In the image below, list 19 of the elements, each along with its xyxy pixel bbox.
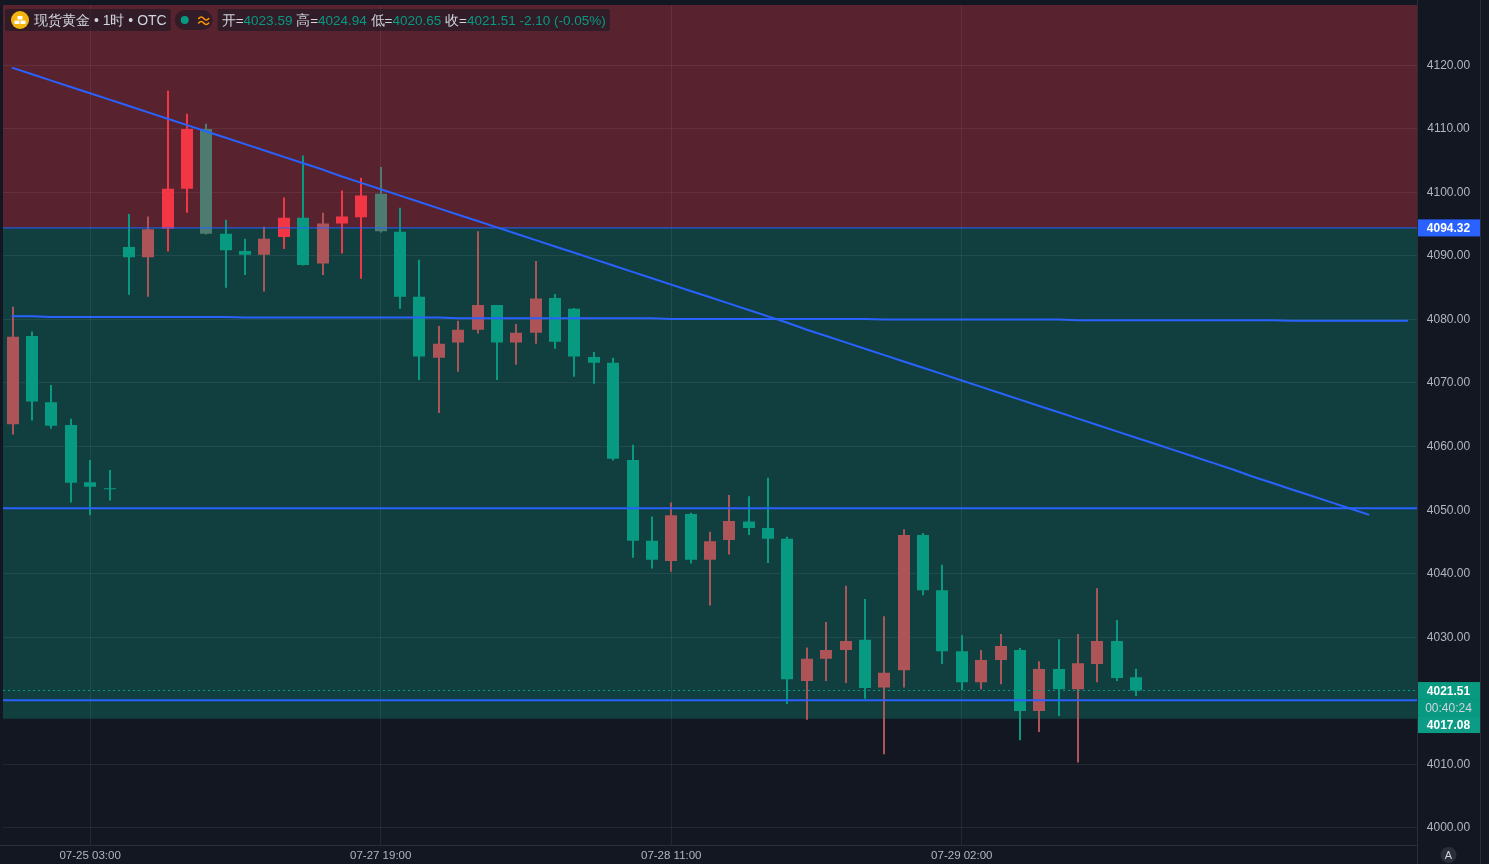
y-tick-label: 4060.00 — [1426, 438, 1471, 453]
y-tick-label: 4080.00 — [1426, 311, 1471, 326]
y-tick-label: 4120.00 — [1426, 57, 1471, 72]
title: 现货黄金 • 1时 • OTC — [34, 12, 167, 28]
annotation: A — [1440, 847, 1457, 863]
y-tick-label: 4090.00 — [1426, 248, 1471, 263]
y-tick-label: 4050.00 — [1426, 502, 1471, 517]
x-tick-label: 07-28 11:00 — [641, 849, 702, 861]
x-tick-label: 07-25 03:00 — [59, 849, 121, 861]
y-tick-label: 4010.00 — [1426, 756, 1471, 771]
y-tick-label: 4000.00 — [1426, 820, 1471, 835]
y-tick-label: 4110.00 — [1427, 121, 1470, 136]
y-tick-label: 4070.00 — [1426, 375, 1471, 390]
y-tick-label: 4030.00 — [1426, 629, 1471, 644]
y-tick-label: 4040.00 — [1426, 566, 1471, 581]
subtitle: 开=4023.59 高=4024.94 低=4020.65 收=4021.51 -2.10 (-0.05%) — [221, 12, 606, 28]
x-tick-label: 07-27 19:00 — [350, 849, 412, 861]
y-tick-label: 4100.00 — [1426, 184, 1471, 199]
x-tick-label: 07-29 02:00 — [931, 849, 993, 861]
